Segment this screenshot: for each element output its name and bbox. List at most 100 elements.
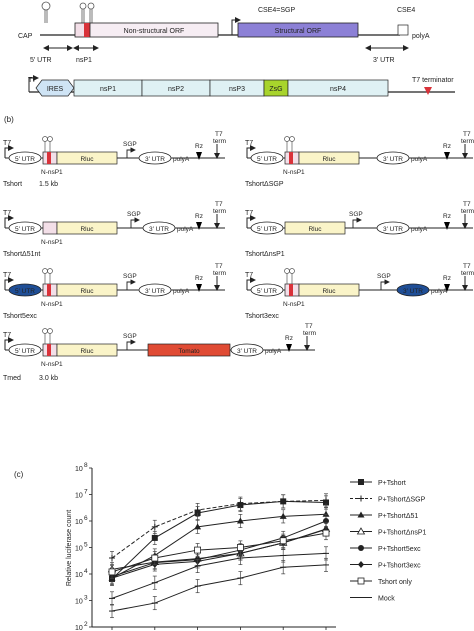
data-point	[322, 510, 330, 517]
nsp1-label: nsP1	[76, 57, 92, 64]
utr3-ellipse	[138, 151, 172, 165]
series-8	[109, 557, 329, 619]
sgp-arrow	[380, 279, 390, 290]
cse4-sgp-label: CSE4=SGP	[258, 7, 295, 14]
t7-promoter-arrow	[246, 277, 256, 290]
utr5-label: 5′ UTR	[257, 156, 277, 163]
data-point	[323, 497, 329, 504]
t7-term-label: T7	[215, 263, 223, 270]
panel-a-replicon: T7 IRES nsP1 nsP2 nsP3 ZsG nsP4 T7 termi…	[28, 75, 455, 97]
t7-term-label: term	[213, 270, 226, 277]
utr5-ellipse	[250, 221, 284, 235]
sgp-label: SGP	[377, 273, 391, 280]
data-point	[194, 523, 202, 530]
n-nsp1-label: N-nsP1	[41, 301, 63, 308]
stem-loop-icon	[284, 136, 290, 142]
legend-label: P+TshortΔSGP	[378, 497, 426, 504]
utr3-ellipse	[376, 151, 410, 165]
sgp-promoter-arrow	[231, 17, 241, 35]
stem-loop-icon	[289, 268, 295, 274]
construct-size: 1.5 kb	[39, 181, 58, 188]
series-line	[111, 564, 327, 612]
n-nsp1-label: N-nsP1	[283, 169, 305, 176]
series-6	[108, 526, 330, 579]
y-tick-label: 10	[75, 625, 83, 631]
rz-label: Rz	[443, 275, 451, 282]
data-point	[109, 555, 115, 562]
rluc-label: Rluc	[80, 226, 94, 233]
series-line	[111, 532, 327, 573]
ires-label: IRES	[47, 86, 64, 93]
utr5-label: 5′ UTR	[15, 348, 35, 355]
data-point	[357, 577, 365, 585]
data-point	[279, 512, 287, 519]
utr5-label: 5′ UTR	[257, 226, 277, 233]
rz-label: Rz	[443, 213, 451, 220]
t7-promoter-arrow	[4, 215, 14, 228]
rluc-label: Rluc	[80, 348, 94, 355]
t7-term-label: term	[461, 138, 474, 145]
red-marker	[84, 23, 90, 37]
stem-loop-icon	[42, 328, 48, 334]
data-point	[357, 511, 365, 518]
sgp-arrow	[130, 217, 140, 228]
data-point	[108, 568, 116, 576]
sgp-label: SGP	[349, 211, 363, 218]
tomato-box	[147, 343, 231, 357]
y-tick-label: 10	[75, 546, 83, 553]
structural-orf-box	[237, 22, 359, 38]
t7-terminator-label: T7 terminator	[412, 77, 454, 84]
red-marker	[47, 284, 51, 296]
t7-label: T7	[3, 272, 11, 279]
sgp-label: SGP	[123, 141, 137, 148]
legend-label: P+Tshort	[378, 480, 406, 487]
rluc-label: Rluc	[322, 156, 336, 163]
y-tick-exponent: 4	[84, 568, 88, 575]
stem-loop-icon	[284, 268, 290, 274]
rz-icon	[196, 284, 202, 292]
polya-label: polyA	[173, 288, 190, 295]
series-line	[111, 513, 327, 579]
utr3-label: 3′ UTR	[403, 288, 423, 295]
red-marker	[47, 152, 51, 164]
construct-size: 3.0 kb	[39, 375, 58, 382]
y-axis-label: Relative luciferase count	[66, 510, 73, 586]
utr5-label: 5′ UTR	[257, 288, 277, 295]
construct-tmed: T7 5′ UTR N-nsP1 Rluc SGP Tomato 3′ UTR polyARz…	[3, 323, 316, 382]
utr3-ellipse	[396, 283, 430, 297]
construct-name: TshortΔ51nt	[3, 251, 40, 258]
legend-label: P+Tshort3exc	[378, 563, 421, 570]
utr5-ellipse	[8, 151, 42, 165]
data-point	[237, 500, 244, 507]
t7-label: T7	[3, 140, 11, 147]
n-nsp1-label: N-nsP1	[283, 301, 305, 308]
utr3-ellipse	[138, 283, 172, 297]
sgp-label: SGP	[123, 333, 137, 340]
data-point	[151, 534, 158, 541]
utr3-label: 3′ UTR	[383, 156, 403, 163]
series-line	[111, 552, 327, 599]
nonstructural-orf-label: Non-structural ORF	[124, 28, 185, 35]
stem-loop-icon	[47, 328, 53, 334]
y-tick-label: 10	[75, 599, 83, 606]
t7-promoter-arrow	[246, 145, 256, 158]
rz-icon	[196, 222, 202, 230]
series-2	[108, 507, 330, 586]
t7-term-label: T7	[463, 201, 471, 208]
rz-icon	[444, 284, 450, 292]
stem-loop-icon	[289, 136, 295, 142]
y-tick-exponent: 6	[84, 515, 88, 522]
sgp-arrow	[126, 147, 136, 158]
t7-promoter-arrow	[246, 215, 256, 228]
t7-label: T7	[3, 332, 11, 339]
rz-label: Rz	[195, 275, 203, 282]
construct-name: Tshort3exc	[245, 313, 279, 320]
data-point	[194, 507, 201, 514]
chart-legend: P+Tshort P+TshortΔSGP P+TshortΔ51 P+TshortΔ…	[350, 479, 427, 603]
y-tick-exponent: 7	[84, 489, 88, 496]
y-tick-label: 10	[75, 572, 83, 579]
sgp-label: SGP	[127, 211, 141, 218]
tomato-label: Tomato	[178, 348, 200, 355]
